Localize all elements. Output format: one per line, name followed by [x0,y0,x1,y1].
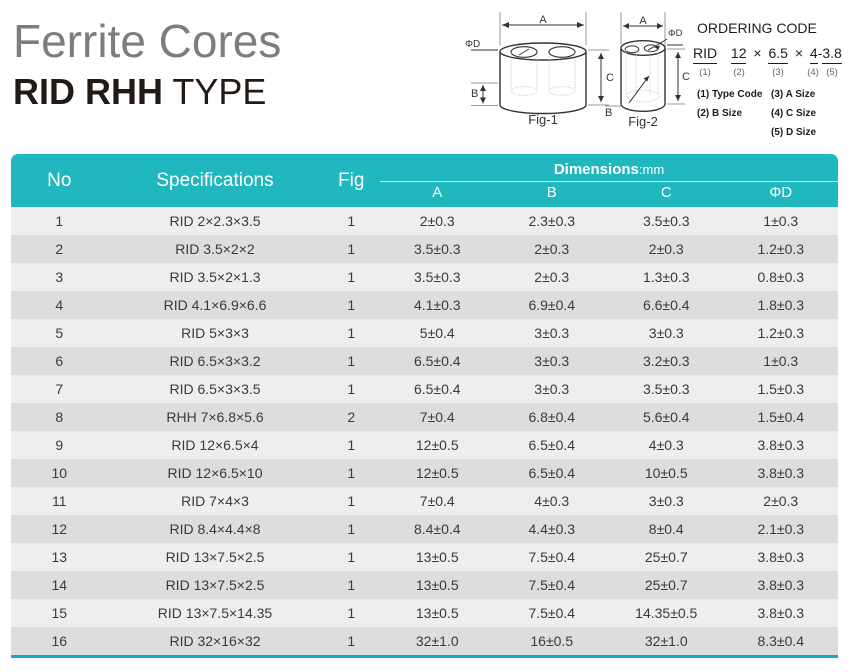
svg-text:Fig-2: Fig-2 [628,114,658,129]
svg-text:A: A [539,14,547,26]
svg-text:ΦD: ΦD [668,28,683,39]
svg-text:C: C [682,71,690,83]
svg-text:A: A [639,15,647,27]
svg-text:B: B [605,107,612,119]
svg-text:Fig-1: Fig-1 [528,112,558,127]
svg-text:B: B [471,88,478,100]
svg-text:ΦD: ΦD [465,39,480,50]
